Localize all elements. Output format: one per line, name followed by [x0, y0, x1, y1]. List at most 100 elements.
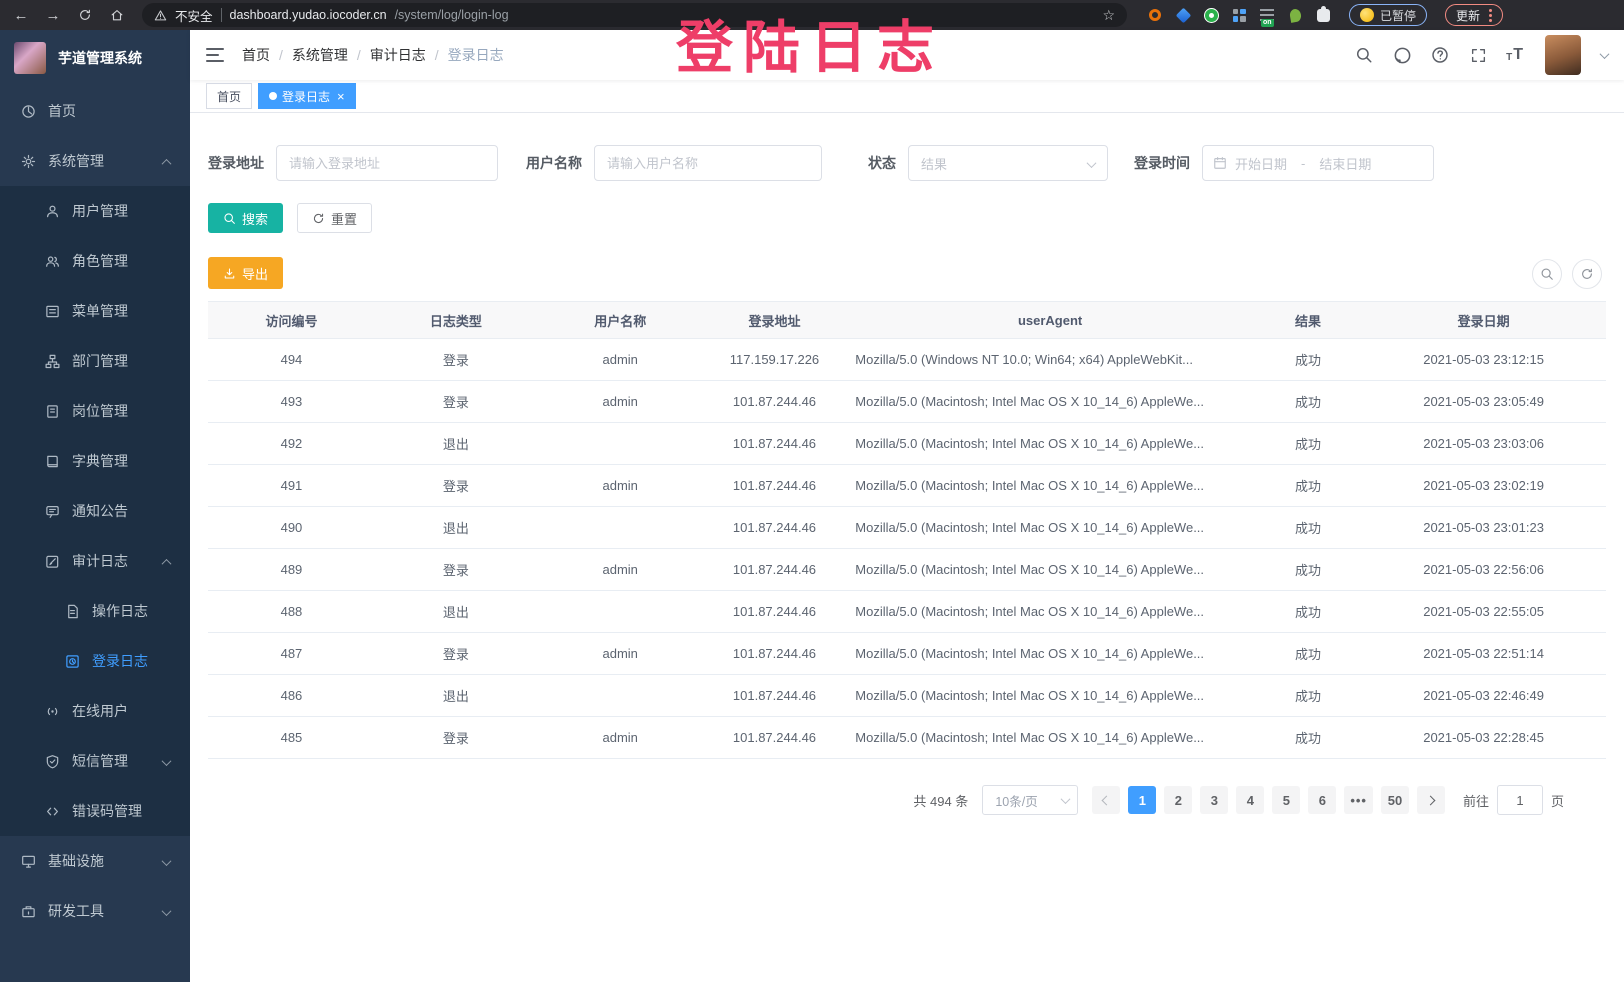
goto-page-input[interactable] [1496, 785, 1543, 815]
logo-image [14, 42, 46, 74]
sidebar-item-label: 登录日志 [92, 653, 148, 669]
fullscreen-icon[interactable] [1468, 45, 1488, 65]
username-input[interactable] [594, 145, 822, 181]
github-icon[interactable] [1392, 45, 1412, 65]
sidebar-item-label: 在线用户 [72, 703, 128, 719]
update-button[interactable]: 更新 [1445, 4, 1504, 26]
table-row: 491 登录 admin 101.87.244.46 Mozilla/5.0 (Maci… [208, 464, 1606, 507]
sidebar-item-label: 审计日志 [72, 553, 128, 569]
cell: 101.87.244.46 [703, 632, 846, 675]
page-button-6[interactable]: 6 [1308, 786, 1337, 814]
breadcrumb-item-审计日志[interactable]: 审计日志 [369, 47, 426, 63]
browser-menu-icon[interactable] [1489, 8, 1493, 22]
url-path: /system/log/login-log [394, 8, 509, 22]
page-button-50[interactable]: 50 [1380, 786, 1409, 814]
cell [536, 422, 704, 465]
blue-gem-icon[interactable] [1175, 7, 1191, 23]
chevron-down-icon[interactable] [1599, 46, 1610, 64]
download-icon [223, 267, 236, 280]
cell: Mozilla/5.0 (Macintosh; Intel Mac OS X 1… [845, 506, 1255, 549]
help-icon[interactable] [1430, 45, 1450, 65]
refresh-circle-icon[interactable] [1572, 259, 1602, 289]
grid-icon[interactable] [1231, 7, 1247, 23]
next-page-button[interactable] [1416, 786, 1445, 814]
more-pages-icon[interactable]: ••• [1344, 786, 1373, 814]
sidebar-item-首页[interactable]: 首页 [0, 86, 190, 136]
column-header-用户名称: 用户名称 [536, 301, 704, 339]
sidebar-item-系统管理[interactable]: 系统管理 [0, 136, 190, 186]
sidebar-item-基础设施[interactable]: 基础设施 [0, 836, 190, 886]
search-icon[interactable] [1354, 45, 1374, 65]
sidebar-item-字典管理[interactable]: 字典管理 [0, 436, 190, 486]
tag-首页[interactable]: 首页 [206, 83, 253, 109]
bookmark-star-icon[interactable]: ☆ [1102, 6, 1115, 23]
sidebar-logo[interactable]: 芋道管理系统 [0, 30, 190, 86]
url-divider [220, 8, 222, 22]
sidebar-item-用户管理[interactable]: 用户管理 [0, 186, 190, 236]
avatar[interactable] [1545, 35, 1581, 75]
date-range-picker[interactable]: 开始日期 - 结束日期 [1202, 145, 1434, 181]
sidebar-item-在线用户[interactable]: 在线用户 [0, 686, 190, 736]
green-circle-icon[interactable] [1203, 7, 1219, 23]
tag-label: 登录日志 [282, 89, 331, 104]
cell: 494 [208, 338, 375, 381]
sidebar-item-操作日志[interactable]: 操作日志 [0, 586, 190, 636]
sidebar-item-岗位管理[interactable]: 岗位管理 [0, 386, 190, 436]
table-row: 485 登录 admin 101.87.244.46 Mozilla/5.0 (Maci… [208, 716, 1606, 759]
column-header-访问编号: 访问编号 [208, 301, 375, 339]
tag-登录日志[interactable]: 登录日志 × [258, 83, 356, 109]
search-button[interactable]: 搜索 [208, 203, 284, 233]
sidebar-item-审计日志[interactable]: 审计日志 [0, 536, 190, 586]
page-button-2[interactable]: 2 [1164, 786, 1193, 814]
orange-ring-icon[interactable] [1147, 7, 1163, 23]
paused-extension-button[interactable]: 已暂停 [1349, 4, 1428, 26]
browser-forward-icon[interactable]: → [45, 6, 61, 24]
sidebar-item-角色管理[interactable]: 角色管理 [0, 236, 190, 286]
address-bar[interactable]: 不安全 dashboard.yudao.iocoder.cn/system/lo… [142, 3, 1127, 27]
browser-reload-icon[interactable] [72, 3, 98, 27]
export-button[interactable]: 导出 [208, 257, 284, 289]
column-header-userAgent: userAgent [845, 301, 1255, 339]
breadcrumb-item-首页[interactable]: 首页 [242, 47, 270, 63]
cell: 101.87.244.46 [703, 380, 846, 423]
sidebar-item-label: 岗位管理 [72, 403, 128, 419]
close-icon[interactable]: × [337, 88, 345, 104]
reset-button[interactable]: 重置 [297, 203, 373, 233]
puzzle-icon[interactable] [1315, 5, 1331, 23]
prev-page-button[interactable] [1092, 786, 1121, 814]
search-button-icon [223, 212, 236, 225]
status-select[interactable]: 结果 [908, 145, 1108, 181]
list-on-icon[interactable]: on [1259, 7, 1275, 27]
breadcrumb-separator: / [434, 47, 439, 63]
login-address-input[interactable] [276, 145, 498, 181]
cell: admin [536, 716, 704, 759]
cell: 登录 [374, 338, 537, 381]
sidebar-item-短信管理[interactable]: 短信管理 [0, 736, 190, 786]
hamburger-icon[interactable] [206, 48, 224, 62]
page-button-5[interactable]: 5 [1272, 786, 1301, 814]
page-size-select[interactable]: 10条/页 [982, 785, 1079, 815]
breadcrumb-item-系统管理[interactable]: 系统管理 [291, 47, 348, 63]
sidebar-item-登录日志[interactable]: 登录日志 [0, 636, 190, 686]
cell: 登录 [374, 716, 537, 759]
active-tag-dot [269, 92, 278, 100]
search-circle-icon[interactable] [1532, 259, 1562, 289]
sprout-icon[interactable] [1287, 7, 1303, 23]
sidebar-item-通知公告[interactable]: 通知公告 [0, 486, 190, 536]
table-row: 488 退出 101.87.244.46 Mozilla/5.0 (Macintosh… [208, 590, 1606, 633]
cell: 101.87.244.46 [703, 422, 846, 465]
sidebar-item-研发工具[interactable]: 研发工具 [0, 886, 190, 936]
sidebar-item-错误码管理[interactable]: 错误码管理 [0, 786, 190, 836]
sidebar-item-菜单管理[interactable]: 菜单管理 [0, 286, 190, 336]
code-icon [44, 803, 60, 819]
page-size-value: 10条/页 [995, 794, 1038, 809]
login-address-label: 登录地址 [208, 155, 264, 171]
page-button-4[interactable]: 4 [1236, 786, 1265, 814]
page-button-3[interactable]: 3 [1200, 786, 1229, 814]
browser-back-icon[interactable]: ← [13, 6, 29, 24]
page-button-1[interactable]: 1 [1128, 786, 1157, 814]
breadcrumb-separator: / [356, 47, 361, 63]
sidebar-item-部门管理[interactable]: 部门管理 [0, 336, 190, 386]
browser-home-icon[interactable] [104, 3, 130, 27]
